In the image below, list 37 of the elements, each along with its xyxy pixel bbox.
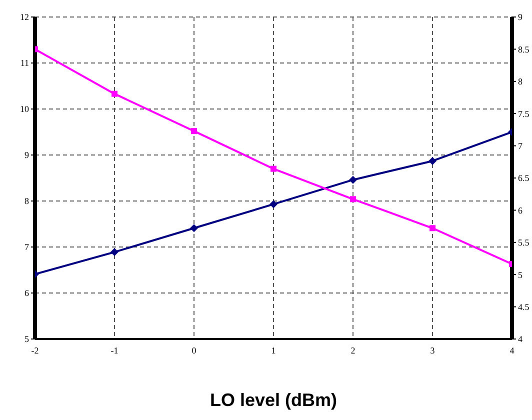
y-tick-label: 10 [20, 104, 30, 114]
point [350, 196, 356, 202]
y-tick-label: 11 [20, 58, 29, 68]
x-tick-label: 4 [510, 345, 515, 356]
point [270, 200, 278, 208]
y2-tick-label: 5 [518, 270, 523, 280]
point [430, 225, 436, 232]
point [428, 156, 436, 165]
y-tick-label: 9 [24, 150, 30, 160]
y2-tick-label: 9 [518, 12, 523, 22]
point [191, 128, 197, 134]
point [112, 90, 118, 97]
y-tick-label: 5 [24, 334, 30, 344]
point [270, 166, 276, 172]
y-tick-label: 7 [24, 242, 30, 252]
y2-tick-label: 4.5 [518, 302, 530, 312]
y2-tick-label: 7 [518, 140, 523, 151]
point [110, 248, 118, 256]
point [349, 176, 357, 184]
y2-tick-label: 5.5 [518, 238, 530, 248]
y2-tick-label: 8.5 [518, 44, 530, 54]
y2-tick-label: 8 [518, 76, 523, 87]
x-axis-title: LO level (dBm) [210, 390, 338, 410]
y-tick-label: 12 [20, 12, 29, 22]
y-tick-label: 6 [24, 288, 30, 298]
x-tick-label: 1 [271, 345, 276, 356]
y2-tick-label: 4 [518, 334, 523, 344]
x-tick-label: -2 [31, 345, 39, 356]
y2-tick-label: 6 [518, 205, 523, 216]
y2-tick-label: 7.5 [518, 108, 530, 119]
x-tick-label: -1 [110, 345, 118, 356]
y-tick-label: 8 [24, 196, 30, 206]
x-tick-label: 2 [350, 345, 356, 356]
y2-tick-label: 6.5 [518, 173, 530, 184]
x-tick-label: 0 [192, 345, 197, 356]
x-tick-label: 3 [430, 345, 436, 356]
point [190, 224, 198, 232]
